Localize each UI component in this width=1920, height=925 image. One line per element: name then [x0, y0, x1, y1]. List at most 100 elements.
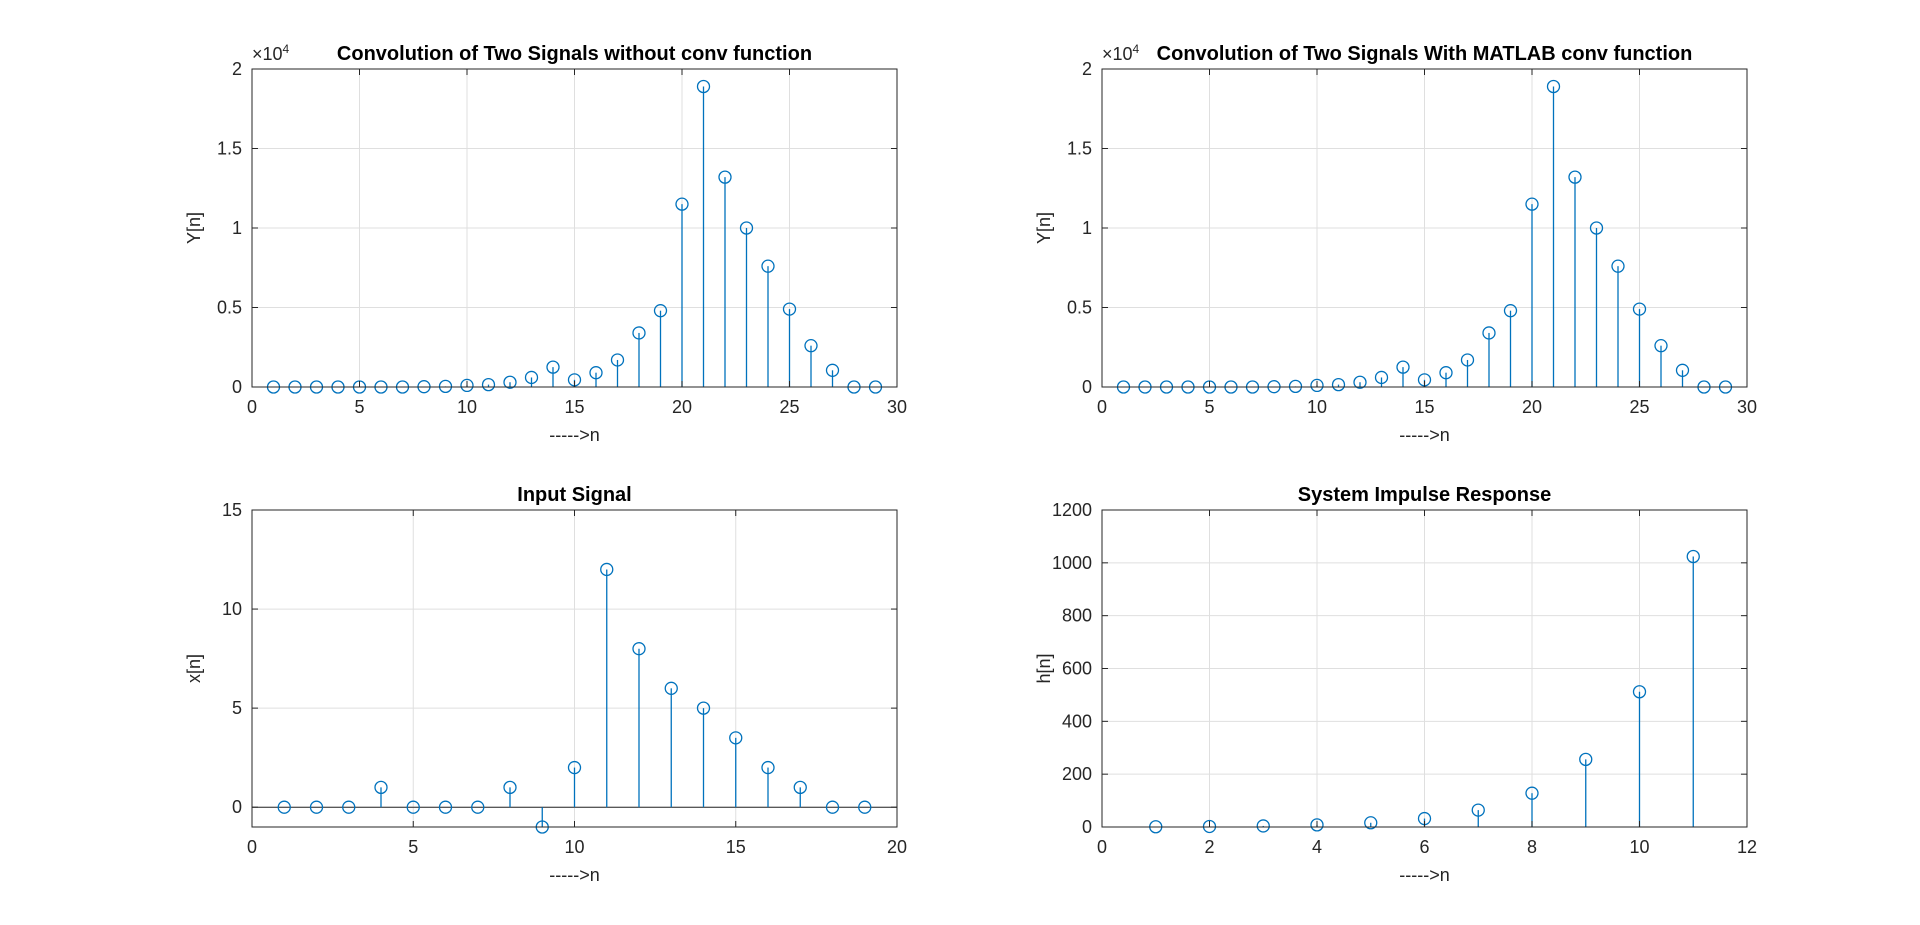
axis-ticks: 0 5 10 15 20 25 30 0 0.5 1 1.5 2 — [1067, 59, 1757, 417]
stem-marker — [825, 800, 840, 814]
stem-marker — [718, 170, 732, 184]
stem-marker — [1525, 786, 1539, 800]
stem-marker — [858, 800, 872, 814]
stem-marker — [277, 800, 291, 814]
stem-marker — [1310, 818, 1324, 832]
x-tick-label: 10 — [457, 397, 477, 417]
stem-marker — [632, 326, 646, 340]
stem-marker — [632, 642, 646, 656]
x-tick-label: 0 — [1097, 837, 1107, 857]
axis-ticks: 0 2 4 6 8 10 12 0 200 400 600 800 1000 1200 — [1052, 500, 1757, 857]
y-tick-label: 0 — [1082, 377, 1092, 397]
y-exponent-label: ×104 — [1102, 42, 1140, 64]
stem-marker — [567, 760, 582, 775]
stem-marker — [1675, 363, 1690, 377]
stem-marker — [1525, 197, 1539, 211]
stem-marker — [1579, 752, 1593, 767]
stem-marker — [481, 377, 496, 392]
x-axis-label: ----->n — [549, 425, 600, 445]
x-tick-label: 5 — [408, 837, 418, 857]
x-tick-label: 10 — [1629, 837, 1649, 857]
stem-marker — [600, 562, 614, 577]
x-tick-label: 0 — [247, 397, 257, 417]
y-tick-label: 1 — [232, 218, 242, 238]
y-axis-label: x[n] — [184, 654, 204, 683]
stem-marker — [793, 780, 807, 795]
y-tick-label: 800 — [1062, 606, 1092, 626]
x-tick-label: 6 — [1419, 837, 1429, 857]
y-tick-label: 0 — [1082, 817, 1092, 837]
stem-marker — [546, 360, 560, 374]
y-axis-label: Y[n] — [1034, 212, 1054, 244]
y-tick-label: 1.5 — [217, 139, 242, 159]
y-exponent-label: ×104 — [252, 42, 290, 64]
stem-marker — [342, 800, 356, 814]
y-tick-label: 1.5 — [1067, 139, 1092, 159]
stem-marker — [653, 304, 668, 318]
stem-marker — [503, 375, 517, 389]
panel-input-signal: 0 5 10 15 20 0 5 10 15 Input Signal ----->n x[n] — [184, 484, 907, 885]
x-tick-label: 2 — [1204, 837, 1214, 857]
y-tick-label: 5 — [232, 698, 242, 718]
x-tick-label: 12 — [1737, 837, 1757, 857]
stem-marker — [374, 780, 388, 795]
stem-marker — [1611, 259, 1625, 273]
stem-marker — [589, 366, 603, 380]
x-tick-label: 10 — [1307, 397, 1327, 417]
chart-title: System Impulse Response — [1298, 484, 1551, 506]
x-tick-label: 20 — [672, 397, 692, 417]
y-axis-label: Y[n] — [184, 212, 204, 244]
x-tick-label: 15 — [1414, 397, 1434, 417]
y-tick-label: 0 — [232, 377, 242, 397]
panel-convolution-without-conv: 0 5 10 15 20 25 30 0 0.5 1 1.5 2 ×104 Convolution o… — [184, 42, 907, 445]
stem-marker — [761, 760, 775, 775]
stem-marker — [1396, 360, 1410, 374]
stem-marker — [610, 353, 625, 367]
x-tick-label: 0 — [247, 837, 257, 857]
stem-marker — [739, 221, 754, 235]
x-axis-label: ----->n — [1399, 865, 1450, 885]
stem-marker — [406, 800, 420, 814]
stem-marker — [696, 701, 711, 715]
stem-marker — [1310, 378, 1324, 393]
stem-marker — [503, 780, 517, 795]
stem-marker — [761, 259, 775, 273]
stem-marker — [1589, 221, 1604, 235]
stem-marker — [825, 363, 840, 377]
y-tick-label: 1000 — [1052, 553, 1092, 573]
x-tick-label: 30 — [1737, 397, 1757, 417]
stem-marker — [804, 339, 818, 353]
y-tick-label: 1 — [1082, 218, 1092, 238]
stem-marker — [471, 800, 485, 814]
stem-marker — [1256, 819, 1270, 833]
stem-marker — [1686, 549, 1700, 564]
panel-convolution-with-matlab-conv: 0 5 10 15 20 25 30 0 0.5 1 1.5 2 ×104 Convolution o… — [1034, 42, 1757, 445]
x-tick-label: 20 — [887, 837, 907, 857]
y-tick-label: 600 — [1062, 659, 1092, 679]
x-axis-label: ----->n — [549, 865, 600, 885]
y-tick-label: 200 — [1062, 764, 1092, 784]
axis-ticks: 0 5 10 15 20 25 30 0 0.5 1 1.5 2 — [217, 59, 907, 417]
grid — [1102, 510, 1747, 827]
x-tick-label: 30 — [887, 397, 907, 417]
stem-marker — [1353, 375, 1367, 389]
y-tick-label: 15 — [222, 500, 242, 520]
stem-marker — [524, 370, 539, 385]
stem-marker — [1632, 302, 1647, 316]
stem-marker — [1503, 304, 1518, 318]
chart-title: Convolution of Two Signals without conv … — [337, 43, 812, 65]
stem-marker — [1460, 353, 1475, 367]
stem-marker — [1471, 803, 1485, 817]
y-tick-label: 2 — [232, 59, 242, 79]
y-axis-label: h[n] — [1034, 653, 1054, 683]
stem-marker — [1364, 816, 1378, 830]
x-tick-label: 15 — [564, 397, 584, 417]
stem-marker — [438, 379, 453, 394]
x-tick-label: 4 — [1312, 837, 1322, 857]
stem-marker — [1632, 685, 1647, 699]
y-tick-label: 400 — [1062, 711, 1092, 731]
stem-marker — [1568, 170, 1582, 184]
panel-system-impulse-response: 0 2 4 6 8 10 12 0 200 400 600 800 1000 1200 System Im… — [1034, 484, 1757, 885]
x-tick-label: 5 — [354, 397, 364, 417]
